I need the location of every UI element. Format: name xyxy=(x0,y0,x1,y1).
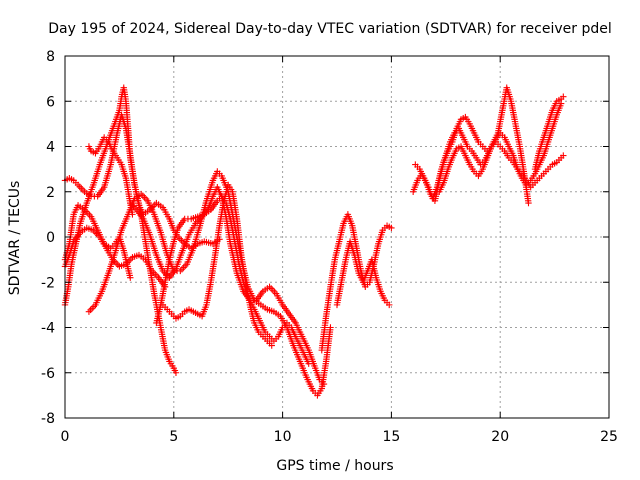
axis-ticks: 0 5 10 15 20 25 -8 -6 -4 -2 0 2 4 6 8 xyxy=(41,49,618,445)
x-tick-label: 10 xyxy=(274,429,292,445)
y-tick-label: 8 xyxy=(46,49,55,65)
data-point xyxy=(560,93,567,100)
data-point xyxy=(327,324,334,331)
chart-title: Day 195 of 2024, Sidereal Day-to-day VTE… xyxy=(48,21,612,37)
data-point xyxy=(525,199,532,207)
x-tick-label: 20 xyxy=(491,429,509,445)
grid xyxy=(65,56,609,418)
y-tick-label: 0 xyxy=(46,230,55,246)
series-o xyxy=(531,93,567,173)
x-tick-label: 0 xyxy=(61,429,70,445)
series-n xyxy=(436,138,567,195)
series-i xyxy=(159,181,275,349)
data-point xyxy=(388,224,395,232)
y-tick-label: 4 xyxy=(46,140,55,156)
y-tick-label: -4 xyxy=(41,321,55,337)
data-points xyxy=(61,84,567,399)
data-point xyxy=(320,380,328,388)
series-m xyxy=(412,84,532,207)
data-point xyxy=(127,274,134,281)
y-tick-label: 6 xyxy=(46,94,55,110)
y-tick-label: -2 xyxy=(41,275,55,291)
x-axis-label: GPS time / hours xyxy=(276,458,393,474)
data-point xyxy=(305,360,312,367)
y-tick-label: 2 xyxy=(46,185,55,201)
data-point xyxy=(560,152,567,159)
y-axis-label: SDTVAR / TECUs xyxy=(7,181,23,296)
series-l xyxy=(409,100,565,204)
y-tick-label: -6 xyxy=(41,366,55,382)
series-h xyxy=(153,193,312,367)
series-e xyxy=(61,224,169,290)
data-point xyxy=(386,301,393,309)
x-tick-label: 25 xyxy=(600,429,618,445)
series-k xyxy=(333,238,393,309)
series-b xyxy=(61,111,223,252)
data-point xyxy=(268,342,275,349)
x-tick-label: 5 xyxy=(169,429,178,445)
series-j xyxy=(318,211,395,354)
x-tick-label: 15 xyxy=(382,429,400,445)
data-point xyxy=(172,369,180,376)
y-tick-label: -8 xyxy=(41,411,55,427)
